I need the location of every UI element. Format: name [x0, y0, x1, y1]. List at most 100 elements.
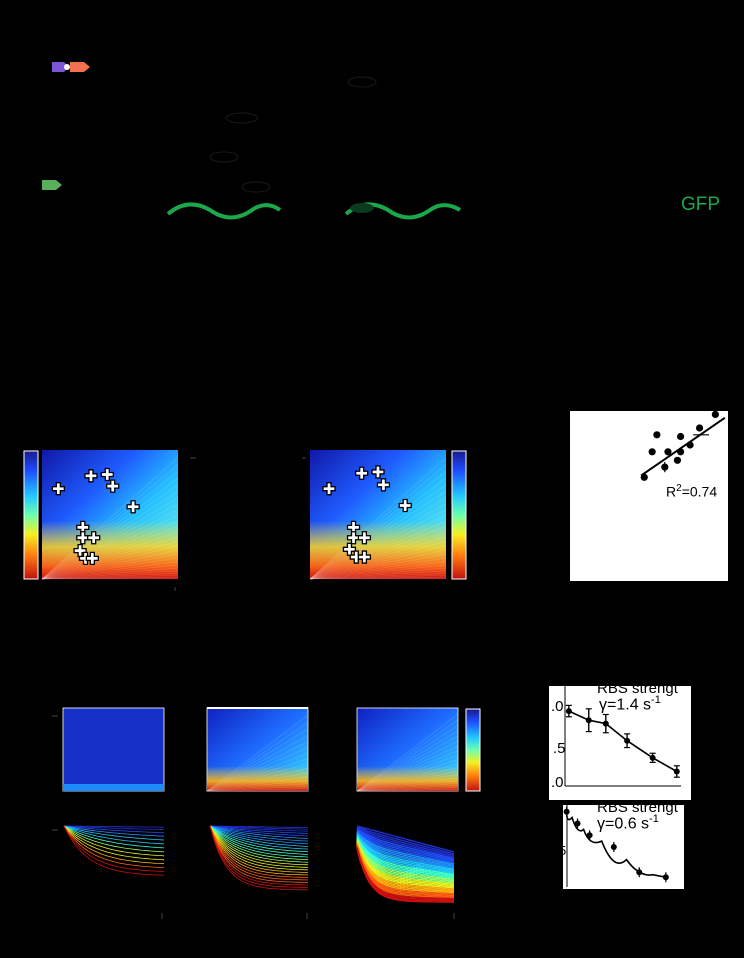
- trajectory-line: [356, 845, 455, 896]
- trajectory-line: [356, 833, 455, 870]
- trajectory-line: [209, 825, 309, 837]
- ribosome-marker: [350, 203, 374, 213]
- trajectory-line: [63, 825, 165, 841]
- trajectory-line: [209, 825, 308, 891]
- trajectory-line: [356, 848, 454, 902]
- trajectory-line: [356, 834, 455, 872]
- inset-bottom-plot: [563, 805, 669, 887]
- trajectory-line: [356, 844, 455, 895]
- trajectory-line: [356, 829, 455, 861]
- trajectory-line: [63, 825, 165, 872]
- heatmap-right-marker: [376, 478, 391, 492]
- correlation-point: [653, 431, 661, 439]
- inset-top-plot: [564, 686, 681, 787]
- inset-top-point: [565, 708, 572, 715]
- correlation-plot: [640, 411, 726, 481]
- trajectory-line: [209, 825, 309, 868]
- trajectory-line: [209, 825, 309, 863]
- trajectory-line: [356, 826, 455, 855]
- trajectory-line: [209, 825, 309, 847]
- trajectory-plot-3: [356, 825, 455, 903]
- correlation-point: [640, 473, 648, 481]
- correlation-point: [664, 448, 672, 456]
- small-heatmap-2: [206, 707, 309, 792]
- heatmap-right-markers: [322, 465, 412, 564]
- inset-top-point: [585, 717, 592, 724]
- trajectory-line: [63, 825, 165, 853]
- trajectory-line: [209, 825, 309, 861]
- heatmap-left-marker: [126, 500, 140, 514]
- heatmap-left: [41, 450, 179, 580]
- colorbar-right: [451, 450, 467, 580]
- trajectory-line: [356, 832, 455, 868]
- mrna-wave-left: [166, 202, 282, 220]
- inset-top-tick-0: .0: [551, 774, 564, 791]
- trajectory-line: [356, 834, 455, 873]
- trajectory-line: [356, 829, 455, 862]
- trajectory-line: [356, 841, 455, 887]
- correlation-point: [673, 456, 682, 464]
- colorbar-left: [23, 450, 39, 580]
- inset-top-title: RBS strengt: [597, 686, 678, 697]
- trajectory-line: [209, 825, 309, 853]
- inset-bottom-point: [563, 808, 570, 815]
- inset-bottom-point: [586, 832, 593, 839]
- heatmap-right-marker: [398, 498, 412, 513]
- heatmap-right-marker: [355, 466, 369, 480]
- trajectory-line: [209, 825, 309, 845]
- correlation-point: [677, 448, 685, 456]
- trajectory-line: [209, 825, 309, 858]
- inset-bottom-title: RBS strengt: [597, 805, 678, 816]
- trajectory-line: [356, 828, 455, 860]
- trajectory-plot-2: [209, 825, 309, 891]
- correlation-point: [686, 441, 694, 449]
- trajectory-line: [63, 825, 165, 857]
- trajectory-line: [356, 836, 455, 877]
- heatmap-left-marker: [84, 469, 98, 483]
- trajectory-line: [209, 825, 309, 866]
- trajectory-line: [356, 846, 455, 897]
- trajectory-line: [356, 847, 455, 900]
- heatmap-left-markers: [51, 467, 140, 566]
- trajectory-line: [356, 831, 455, 865]
- gfp-label: GFP: [681, 194, 721, 215]
- trajectory-line: [209, 825, 308, 883]
- inset-bottom-point: [574, 820, 581, 827]
- trajectory-line: [209, 825, 308, 886]
- construct-arrow-top: [52, 62, 90, 72]
- inset-bottom-point: [662, 874, 669, 881]
- heatmap-left-marker: [100, 467, 114, 482]
- trajectory-line: [356, 837, 455, 879]
- trajectory-line: [356, 843, 455, 893]
- trajectory-line: [63, 825, 165, 876]
- fit-line: [640, 416, 726, 477]
- inset-top-point: [602, 720, 609, 727]
- trajectory-line: [356, 842, 455, 890]
- inset-bottom-line: [565, 811, 666, 878]
- heatmap-left-marker: [87, 531, 101, 545]
- inset-top-point: [624, 737, 631, 744]
- correlation-point: [648, 448, 656, 456]
- heatmap-right-marker: [357, 550, 372, 564]
- trajectory-line: [209, 825, 309, 834]
- trajectory-line: [209, 825, 309, 881]
- trajectory-line: [356, 835, 455, 874]
- axis-ticks: [52, 457, 455, 919]
- trajectory-line: [356, 830, 455, 864]
- heatmap-right-marker: [322, 482, 336, 496]
- trajectory-line: [209, 825, 309, 850]
- small-heatmap-1-bottom: [63, 784, 164, 791]
- trajectory-line: [63, 825, 165, 834]
- trajectory-line: [356, 831, 455, 867]
- inset-top-gamma: γ=1.4 s-1: [599, 694, 661, 714]
- inset-bottom-tick: 5: [563, 843, 566, 858]
- trajectory-line: [356, 838, 455, 881]
- inset-bottom-point: [636, 869, 643, 876]
- trajectory-line: [63, 825, 165, 868]
- trajectory-line: [356, 825, 455, 853]
- correlation-point: [661, 463, 669, 471]
- trajectory-line: [63, 825, 165, 830]
- heatmap-right-marker: [357, 531, 372, 545]
- heatmap-right: [309, 450, 447, 580]
